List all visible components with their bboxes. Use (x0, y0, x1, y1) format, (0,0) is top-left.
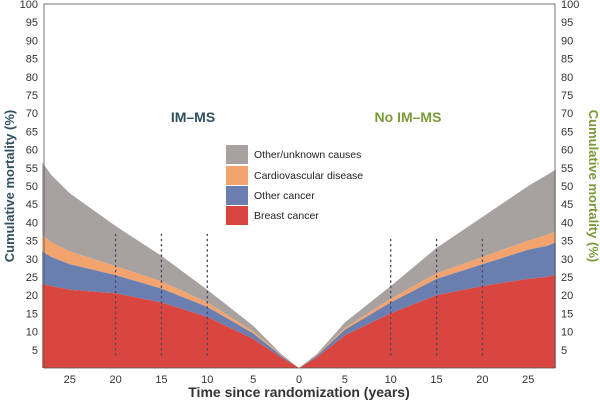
right-y-tick-65: 65 (561, 126, 573, 138)
area-right-other-cancer (299, 242, 556, 368)
right-y-tick-45: 45 (561, 199, 573, 211)
reference-lines (114, 233, 484, 356)
left-y-tick-65: 65 (26, 126, 38, 138)
legend-swatch-other-unknown (226, 145, 248, 164)
x-tick-left-10: 10 (201, 374, 213, 386)
left-y-tick-75: 75 (26, 90, 38, 102)
legend: Other/unknown causes Cardiovascular dise… (226, 145, 363, 225)
area-left-breast-cancer (42, 284, 300, 368)
right-y-tick-50: 50 (561, 181, 573, 193)
left-y-tick-5: 5 (32, 345, 38, 357)
area-left-cardiovascular-disease (42, 235, 300, 368)
left-y-axis-title: Cumulative mortality (%) (2, 110, 17, 262)
legend-swatch-cardiovascular (226, 166, 248, 185)
x-tick-right-5: 5 (342, 374, 348, 386)
x-tick-left-15: 15 (155, 374, 167, 386)
panel-title-no-im-ms: No IM–MS (375, 109, 442, 125)
right-y-tick-5: 5 (561, 345, 567, 357)
x-tick-right-25: 25 (522, 374, 534, 386)
right-y-tick-25: 25 (561, 272, 573, 284)
x-tick-right-20: 20 (476, 374, 488, 386)
x-axis-title: Time since randomization (years) (188, 384, 409, 400)
x-tick-right-10: 10 (385, 374, 397, 386)
left-y-tick-50: 50 (26, 181, 38, 193)
left-y-tick-55: 55 (26, 163, 38, 175)
left-y-tick-15: 15 (26, 308, 38, 320)
right-y-tick-75: 75 (561, 90, 573, 102)
legend-label-cardiovascular: Cardiovascular disease (254, 170, 363, 182)
right-y-tick-20: 20 (561, 290, 573, 302)
right-y-tick-60: 60 (561, 145, 573, 157)
right-y-tick-95: 95 (561, 17, 573, 29)
x-tick-labels: 25 20 15 10 5 0 5 10 15 20 25 (64, 374, 535, 386)
area-right-breast-cancer (299, 275, 556, 368)
left-y-tick-85: 85 (26, 54, 38, 66)
legend-label-other-cancer: Other cancer (254, 190, 315, 202)
x-tick-left-20: 20 (109, 374, 121, 386)
right-y-tick-35: 35 (561, 236, 573, 248)
left-y-tick-30: 30 (26, 254, 38, 266)
left-y-tick-90: 90 (26, 35, 38, 47)
left-y-tick-60: 60 (26, 145, 38, 157)
left-y-tick-100: 100 (20, 0, 38, 11)
left-y-tick-10: 10 (26, 327, 38, 339)
area-layer (42, 162, 556, 368)
legend-swatch-breast-cancer (226, 206, 248, 225)
x-tick-left-5: 5 (250, 374, 256, 386)
x-tick-right-15: 15 (430, 374, 442, 386)
plot-frame (43, 3, 556, 369)
left-y-tick-35: 35 (26, 236, 38, 248)
right-y-tick-15: 15 (561, 308, 573, 320)
right-y-tick-labels: 5 10 15 20 25 30 35 40 45 50 55 60 65 70 75 80 85 90 95 100 (561, 0, 579, 357)
left-y-tick-20: 20 (26, 290, 38, 302)
right-y-tick-100: 100 (561, 0, 579, 11)
right-y-tick-55: 55 (561, 163, 573, 175)
area-right-other-unknown-causes (299, 169, 556, 368)
right-y-tick-30: 30 (561, 254, 573, 266)
panel-title-im-ms: IM–MS (171, 109, 215, 125)
legend-swatch-other-cancer (226, 186, 248, 205)
left-y-tick-25: 25 (26, 272, 38, 284)
area-left-other-cancer (42, 251, 300, 368)
left-y-tick-45: 45 (26, 199, 38, 211)
legend-label-breast-cancer: Breast cancer (254, 210, 319, 222)
left-y-tick-95: 95 (26, 17, 38, 29)
area-right-cardiovascular-disease (299, 231, 556, 368)
area-left-other-unknown-causes (42, 162, 300, 368)
left-y-tick-labels: 5 10 15 20 25 30 35 40 45 50 55 60 65 70 75 80 85 90 95 100 (20, 0, 38, 357)
right-y-axis-title: Cumulative mortality (%) (586, 110, 600, 262)
x-tick-left-0: 0 (296, 374, 302, 386)
legend-label-other-unknown: Other/unknown causes (254, 149, 361, 161)
left-y-tick-80: 80 (26, 72, 38, 84)
right-y-tick-80: 80 (561, 72, 573, 84)
x-tick-left-25: 25 (64, 374, 76, 386)
right-y-tick-40: 40 (561, 217, 573, 229)
right-y-tick-85: 85 (561, 54, 573, 66)
left-y-tick-40: 40 (26, 217, 38, 229)
left-y-tick-70: 70 (26, 108, 38, 120)
right-y-tick-90: 90 (561, 35, 573, 47)
right-y-tick-70: 70 (561, 108, 573, 120)
right-y-tick-10: 10 (561, 327, 573, 339)
